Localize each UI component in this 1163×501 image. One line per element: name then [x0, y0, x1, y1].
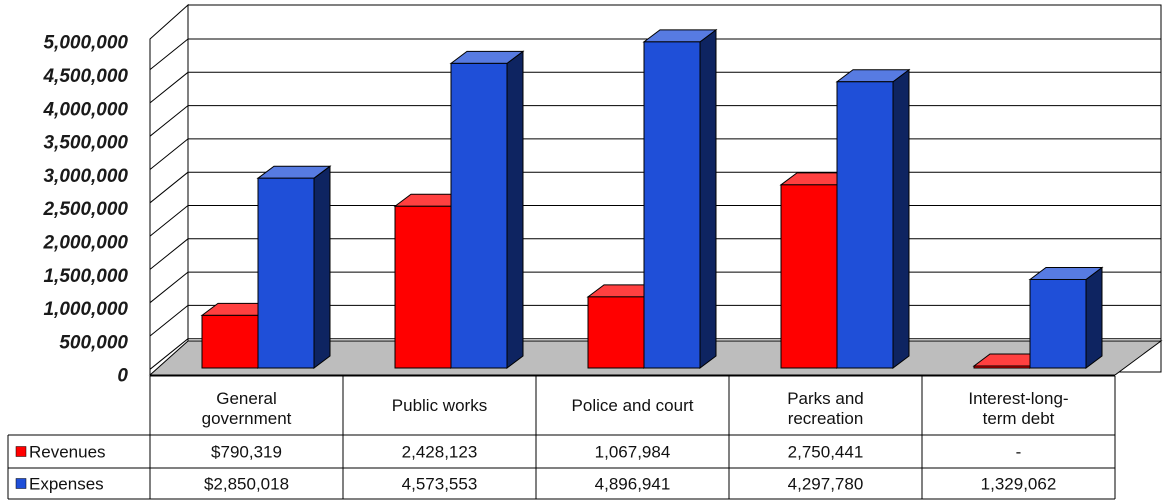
- y-tick-label: 500,000: [59, 332, 128, 353]
- series-name: Revenues: [29, 443, 106, 462]
- gridline-side: [149, 205, 189, 237]
- gridline-side: [149, 238, 189, 270]
- gridline-side: [149, 138, 189, 170]
- bar-front-face: [643, 41, 701, 369]
- category-label: term debt: [983, 409, 1055, 428]
- table-cell: 4,896,941: [595, 475, 671, 494]
- bar-side-face: [313, 165, 331, 369]
- gridline-side: [149, 38, 189, 70]
- y-tick-label: 2,000,000: [42, 233, 128, 254]
- category-label: recreation: [788, 409, 864, 428]
- category-label: General: [216, 389, 276, 408]
- table-cell: 2,428,123: [402, 443, 478, 462]
- bar-side-face: [506, 50, 524, 369]
- bar-front-face: [973, 365, 1031, 369]
- table-cell: $2,850,018: [204, 475, 289, 494]
- category-label: Interest-long-: [968, 389, 1068, 408]
- bar-front-face: [450, 62, 508, 369]
- gridline-side: [149, 71, 189, 104]
- y-tick-label: 1,000,000: [43, 299, 128, 320]
- bar-side-face: [1085, 266, 1103, 369]
- gridline-side: [149, 338, 189, 370]
- bar: [642, 28, 718, 369]
- table-cell: 2,750,441: [788, 443, 864, 462]
- bar-side-face: [699, 28, 717, 369]
- table-cell: 4,297,780: [788, 475, 864, 494]
- y-tick-label: 4,000,000: [42, 99, 128, 120]
- y-axis-tick-labels: 5,000,000 4,500,000 4,000,000 3,500,000 3,00…: [42, 33, 128, 387]
- y-tick-label: 3,500,000: [43, 133, 128, 154]
- bar-front-face: [257, 177, 315, 369]
- y-tick-label: 0: [117, 366, 128, 387]
- gridline-side: [149, 171, 189, 204]
- table-cell: 4,573,553: [402, 475, 478, 494]
- bar: [256, 165, 332, 369]
- y-tick-label: 5,000,000: [43, 33, 128, 54]
- legend-key: [15, 478, 27, 489]
- bar-side-face: [892, 68, 910, 369]
- legend-key: [15, 446, 27, 457]
- category-label: Police and court: [572, 396, 694, 415]
- category-label: Public works: [392, 396, 487, 415]
- y-tick-label: 2,500,000: [42, 199, 128, 220]
- category-label: government: [202, 409, 292, 428]
- gridline-side: [149, 105, 189, 137]
- y-tick-label: 1,500,000: [43, 266, 128, 287]
- gridline-side: [149, 271, 189, 304]
- gridline-side: [149, 305, 189, 337]
- bar: [449, 50, 525, 369]
- side-wall: [149, 3, 189, 376]
- bar: [835, 68, 911, 369]
- table-cell: 1,067,984: [595, 443, 671, 462]
- bar-front-face: [836, 81, 894, 369]
- bar-front-face: [587, 296, 645, 369]
- bar-front-face: [1029, 278, 1087, 369]
- bar-front-face: [394, 205, 452, 369]
- y-tick-label: 4,500,000: [42, 66, 128, 87]
- table-cell: 1,329,062: [981, 475, 1057, 494]
- table-cell: -: [1016, 443, 1022, 462]
- bar: [1028, 266, 1104, 369]
- bar-front-face: [780, 184, 838, 369]
- y-tick-label: 3,000,000: [43, 166, 128, 187]
- table-cell: $790,319: [211, 443, 282, 462]
- category-label: Parks and: [787, 389, 864, 408]
- bars: [200, 28, 1104, 369]
- bar-front-face: [201, 314, 259, 369]
- series-name: Expenses: [29, 475, 104, 494]
